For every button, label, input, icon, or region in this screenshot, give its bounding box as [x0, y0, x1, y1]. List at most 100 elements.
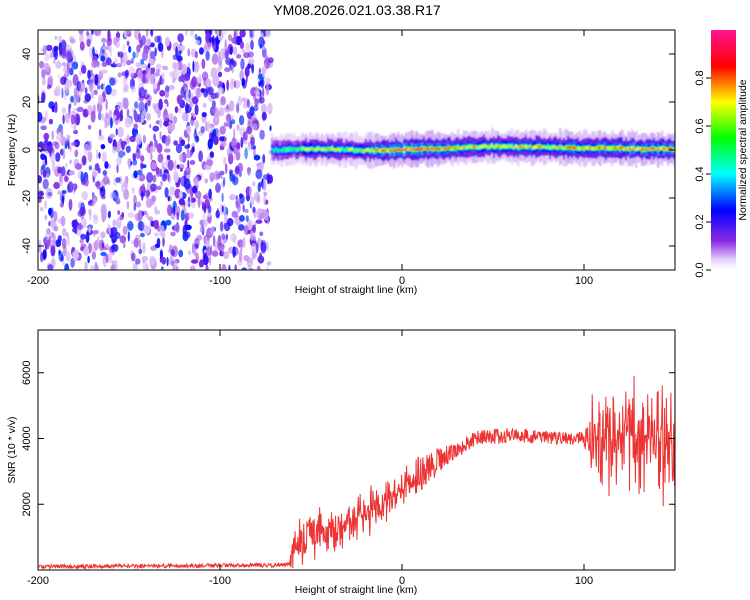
heatmap-noise-cell [189, 196, 192, 207]
heatmap-noise-cell [98, 129, 102, 137]
heatmap-noise-cell [217, 51, 221, 59]
heatmap-signal-cell [447, 146, 450, 149]
heatmap-noise-cell [164, 36, 170, 47]
heatmap-noise-cell [51, 161, 56, 172]
heatmap-noise-cell [91, 250, 96, 260]
heatmap-noise-cell [161, 256, 167, 265]
heatmap-noise-cell [177, 33, 184, 43]
heatmap-noise-cell [100, 55, 106, 62]
heatmap-y-tick-label: -20 [21, 190, 33, 206]
heatmap-noise-cell [140, 155, 145, 162]
heatmap-noise-cell [57, 166, 63, 174]
heatmap-noise-cell [262, 154, 266, 164]
heatmap-signal-cell [285, 148, 288, 151]
heatmap-noise-cell [100, 144, 106, 150]
heatmap-noise-cell [165, 85, 170, 94]
heatmap-signal-cell [489, 145, 492, 148]
heatmap-noise-cell [126, 40, 130, 47]
heatmap-noise-cell [121, 183, 124, 193]
heatmap-noise-cell [167, 196, 170, 202]
heatmap-noise-cell [173, 206, 176, 216]
heatmap-noise-cell [221, 205, 224, 213]
heatmap-noise-cell [117, 104, 124, 112]
heatmap-signal-cell [615, 147, 618, 150]
heatmap-noise-cell [79, 32, 84, 44]
heatmap-noise-cell [142, 242, 146, 254]
heatmap-noise-cell [175, 46, 179, 58]
heatmap-signal-cell [591, 147, 594, 150]
heatmap-noise-cell [140, 162, 144, 170]
heatmap-noise-cell [207, 86, 214, 96]
heatmap-signal-cell [497, 144, 500, 147]
heatmap-noise-cell [90, 265, 95, 270]
heatmap-noise-cell [88, 201, 95, 207]
heatmap-noise-cell [92, 47, 95, 57]
heatmap-noise-cell [81, 190, 88, 201]
heatmap-noise-cell [169, 186, 176, 196]
heatmap-noise-cell [102, 169, 108, 177]
heatmap-noise-cell [172, 77, 176, 84]
heatmap-signal-cell [453, 147, 456, 150]
heatmap-noise-cell [201, 88, 204, 93]
heatmap-noise-cell [131, 187, 135, 194]
heatmap-noise-cell [224, 163, 228, 174]
heatmap-signal-cell [283, 148, 286, 151]
heatmap-noise-cell [41, 68, 46, 79]
heatmap-signal-cell [331, 147, 334, 150]
heatmap-noise-cell [91, 30, 94, 35]
heatmap-noise-cell [268, 149, 272, 155]
snr-x-tick-label: 100 [575, 575, 593, 587]
heatmap-noise-cell [72, 74, 79, 86]
heatmap-signal-cell [481, 145, 484, 148]
heatmap-signal-cell [505, 145, 508, 148]
heatmap-noise-cell [126, 200, 130, 210]
heatmap-noise-cell [251, 123, 258, 131]
heatmap-signal-cell [667, 148, 670, 151]
heatmap-signal-cell [397, 148, 400, 151]
heatmap-noise-cell [185, 102, 189, 115]
heatmap-noise-cell [152, 174, 157, 183]
heatmap-noise-cell [203, 88, 209, 98]
heatmap-signal-cell [385, 148, 388, 152]
heatmap-noise-cell [201, 201, 205, 211]
heatmap-signal-cell [639, 147, 642, 150]
heatmap-signal-cell [391, 148, 394, 151]
heatmap-noise-cell [228, 264, 231, 270]
heatmap-signal-cell [555, 146, 558, 149]
heatmap-noise-cell [181, 112, 187, 122]
heatmap-noise-cell [105, 84, 112, 95]
heatmap-noise-cell [140, 58, 145, 65]
heatmap-noise-cell [133, 170, 138, 179]
heatmap-noise-cell [269, 125, 272, 132]
heatmap-noise-cell [167, 204, 173, 216]
heatmap-noise-cell [102, 175, 110, 185]
heatmap-noise-cell [138, 113, 141, 123]
heatmap-noise-cell [111, 146, 117, 154]
heatmap-noise-cell [114, 57, 118, 65]
heatmap-signal-cell [585, 146, 588, 149]
heatmap-noise-cell [171, 259, 178, 270]
heatmap-noise-cell [247, 51, 254, 58]
heatmap-signal-cell [413, 148, 416, 151]
heatmap-noise-cell [67, 141, 70, 150]
heatmap-signal-cell [669, 147, 672, 150]
heatmap-noise-cell [116, 164, 119, 174]
heatmap-noise-cell [217, 30, 224, 41]
heatmap-noise-cell [221, 246, 224, 256]
heatmap-signal-cell [609, 147, 612, 150]
heatmap-noise-cell [202, 214, 207, 219]
heatmap-noise-cell [190, 48, 197, 58]
heatmap-noise-cell [39, 191, 44, 196]
heatmap-signal-cell [381, 149, 384, 152]
heatmap-noise-cell [233, 237, 236, 244]
colorbar-tick-label: 0.0 [694, 262, 706, 277]
heatmap-noise-cell [157, 35, 162, 44]
heatmap-signal-cell [307, 148, 310, 151]
heatmap-noise-cell [198, 150, 204, 163]
heatmap-x-tick-label: 100 [575, 275, 593, 287]
heatmap-noise-cell [192, 60, 195, 73]
heatmap-noise-cell [106, 37, 112, 47]
heatmap-noise-cell [38, 111, 43, 122]
snr-y-axis-label: SNR (10 * v/v) [6, 416, 18, 483]
heatmap-noise-cell [205, 264, 209, 270]
